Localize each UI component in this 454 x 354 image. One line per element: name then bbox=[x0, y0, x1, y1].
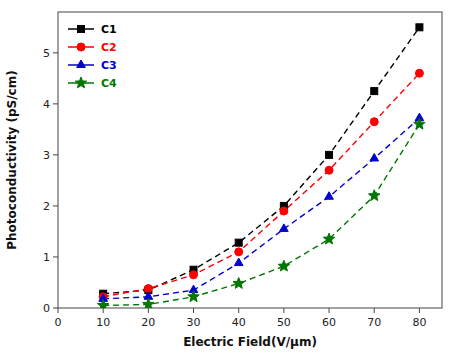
data-point bbox=[280, 224, 289, 232]
x-tick-label: 10 bbox=[96, 316, 110, 329]
y-tick bbox=[53, 52, 58, 53]
x-tick bbox=[329, 308, 330, 313]
x-tick-label: 50 bbox=[277, 316, 291, 329]
data-point bbox=[233, 278, 244, 289]
y-tick-label: 0 bbox=[43, 302, 50, 315]
data-point bbox=[280, 207, 288, 215]
legend-marker bbox=[78, 26, 85, 33]
y-tick-label: 1 bbox=[43, 251, 50, 264]
x-tick-label: 40 bbox=[232, 316, 246, 329]
data-point bbox=[234, 258, 243, 266]
series-line bbox=[103, 27, 419, 293]
data-point bbox=[371, 88, 378, 95]
plot-area bbox=[97, 24, 425, 308]
x-tick-label: 0 bbox=[55, 316, 62, 329]
x-tick bbox=[238, 308, 239, 313]
data-point bbox=[370, 118, 378, 126]
data-point bbox=[143, 298, 154, 308]
y-tick-label: 3 bbox=[43, 149, 50, 162]
data-point bbox=[416, 24, 423, 31]
legend-label: C1 bbox=[101, 23, 117, 36]
data-point bbox=[235, 239, 242, 246]
data-point bbox=[278, 260, 289, 271]
data-point bbox=[325, 192, 334, 200]
data-point bbox=[370, 153, 379, 161]
legend-marker bbox=[75, 77, 86, 88]
plot-frame bbox=[58, 12, 442, 308]
data-point bbox=[235, 248, 243, 256]
x-tick bbox=[148, 308, 149, 313]
series-line bbox=[103, 73, 419, 297]
x-tick-label: 70 bbox=[367, 316, 381, 329]
legend-label: C3 bbox=[101, 59, 117, 72]
data-point bbox=[97, 299, 108, 308]
x-tick bbox=[283, 308, 284, 313]
x-tick bbox=[419, 308, 420, 313]
data-point bbox=[369, 190, 380, 201]
legend-label: C4 bbox=[101, 77, 117, 90]
series-line bbox=[103, 118, 419, 299]
x-tick bbox=[374, 308, 375, 313]
y-axis-label: Photoconductivity (pS/cm) bbox=[5, 70, 19, 249]
data-point bbox=[326, 151, 333, 158]
y-tick bbox=[53, 308, 58, 309]
y-tick-label: 5 bbox=[43, 47, 50, 60]
x-tick-label: 80 bbox=[412, 316, 426, 329]
x-tick bbox=[193, 308, 194, 313]
x-tick-label: 30 bbox=[187, 316, 201, 329]
x-tick-label: 60 bbox=[322, 316, 336, 329]
legend-marker bbox=[77, 60, 86, 68]
legend-marker bbox=[77, 43, 85, 51]
series-line bbox=[103, 124, 419, 305]
x-tick bbox=[58, 308, 59, 313]
x-axis-label: Electric Field(V/μm) bbox=[183, 335, 317, 349]
y-tick-label: 4 bbox=[43, 98, 50, 111]
data-point bbox=[323, 233, 334, 244]
legend: C1 C2 C3 C4 bbox=[68, 23, 117, 90]
data-point bbox=[415, 69, 423, 77]
legend-label: C2 bbox=[101, 41, 117, 54]
data-point bbox=[325, 166, 333, 174]
data-point bbox=[188, 291, 199, 302]
y-tick bbox=[53, 256, 58, 257]
y-tick bbox=[53, 154, 58, 155]
data-point bbox=[190, 271, 198, 279]
x-tick bbox=[103, 308, 104, 313]
x-tick-label: 20 bbox=[141, 316, 155, 329]
y-tick-label: 2 bbox=[43, 200, 50, 213]
y-tick bbox=[53, 205, 58, 206]
y-tick bbox=[53, 103, 58, 104]
data-point bbox=[414, 118, 425, 129]
chart: 0 10 20 30 40 50 60 70 80 0 1 2 3 4 5 Electric Field(V/… bbox=[0, 0, 454, 354]
